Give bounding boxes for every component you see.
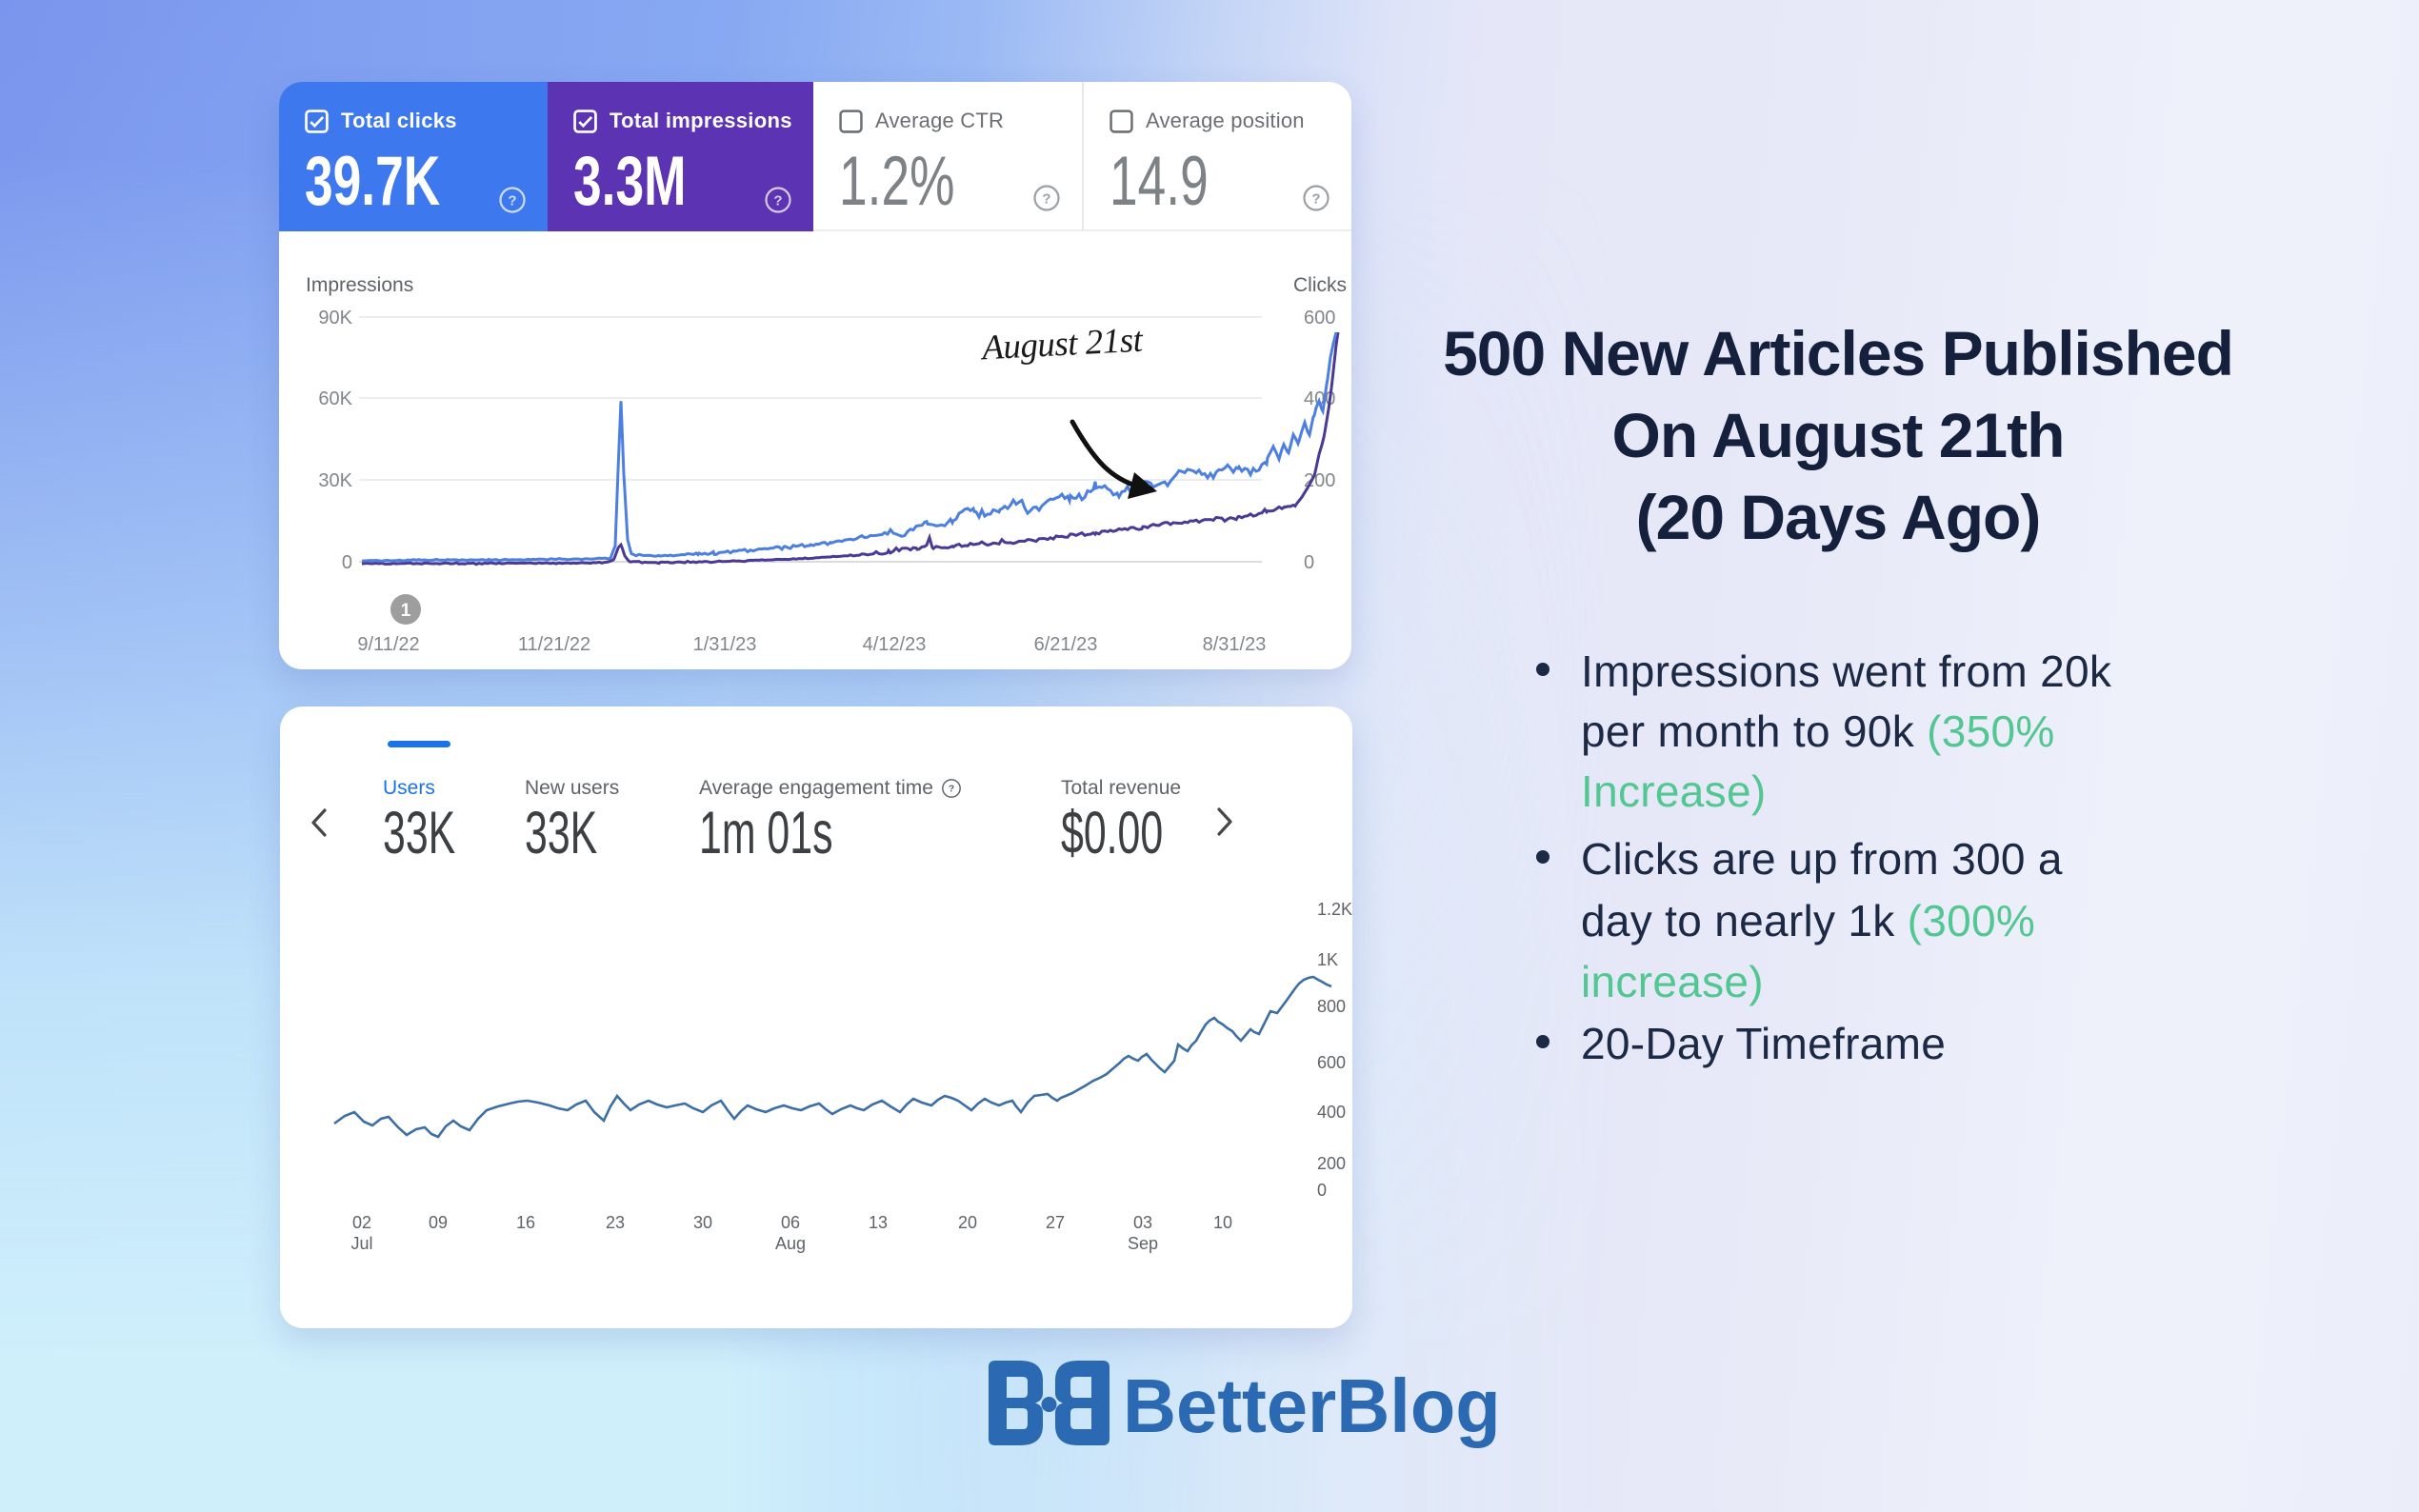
svg-text:10: 10 bbox=[1213, 1213, 1232, 1232]
svg-text:1K: 1K bbox=[1317, 950, 1338, 969]
svg-text:0: 0 bbox=[342, 552, 352, 573]
svg-text:0: 0 bbox=[1304, 552, 1314, 573]
svg-text:800: 800 bbox=[1317, 997, 1346, 1016]
svg-text:?: ? bbox=[1311, 191, 1320, 208]
svg-text:27: 27 bbox=[1046, 1213, 1065, 1232]
svg-text:4/12/23: 4/12/23 bbox=[863, 634, 927, 655]
svg-text:1/31/23: 1/31/23 bbox=[693, 634, 757, 655]
svg-text:?: ? bbox=[508, 193, 516, 209]
svg-text:400: 400 bbox=[1317, 1103, 1346, 1122]
svg-text:Impressions: Impressions bbox=[306, 274, 413, 296]
svg-text:23: 23 bbox=[606, 1213, 625, 1232]
svg-text:16: 16 bbox=[516, 1213, 535, 1232]
svg-text:60K: 60K bbox=[318, 388, 352, 409]
svg-text:13: 13 bbox=[869, 1213, 888, 1232]
svg-text:9/11/22: 9/11/22 bbox=[357, 634, 419, 655]
svg-text:30K: 30K bbox=[318, 470, 352, 491]
svg-text:11/21/22: 11/21/22 bbox=[518, 634, 590, 655]
svg-text:Clicks: Clicks bbox=[1293, 274, 1347, 296]
svg-text:90K: 90K bbox=[318, 308, 352, 328]
svg-text:Sep: Sep bbox=[1128, 1234, 1158, 1253]
svg-text:1: 1 bbox=[401, 601, 411, 621]
svg-text:600: 600 bbox=[1317, 1053, 1346, 1072]
svg-text:?: ? bbox=[1042, 191, 1050, 208]
svg-text:06: 06 bbox=[781, 1213, 800, 1232]
svg-text:30: 30 bbox=[693, 1213, 712, 1232]
svg-text:09: 09 bbox=[429, 1213, 448, 1232]
svg-text:6/21/23: 6/21/23 bbox=[1034, 634, 1098, 655]
svg-text:8/31/23: 8/31/23 bbox=[1203, 634, 1267, 655]
svg-text:600: 600 bbox=[1304, 308, 1335, 328]
svg-text:Aug: Aug bbox=[775, 1234, 806, 1253]
svg-text:20: 20 bbox=[958, 1213, 977, 1232]
svg-text:Jul: Jul bbox=[350, 1234, 372, 1253]
svg-text:200: 200 bbox=[1317, 1154, 1346, 1173]
svg-text:200: 200 bbox=[1304, 470, 1335, 491]
svg-text:August 21st: August 21st bbox=[978, 321, 1145, 368]
svg-text:1.2K: 1.2K bbox=[1317, 900, 1352, 919]
svg-text:?: ? bbox=[773, 193, 782, 209]
svg-text:03: 03 bbox=[1133, 1213, 1152, 1232]
svg-text:?: ? bbox=[949, 785, 954, 795]
svg-text:02: 02 bbox=[352, 1213, 371, 1232]
svg-text:0: 0 bbox=[1317, 1181, 1327, 1200]
